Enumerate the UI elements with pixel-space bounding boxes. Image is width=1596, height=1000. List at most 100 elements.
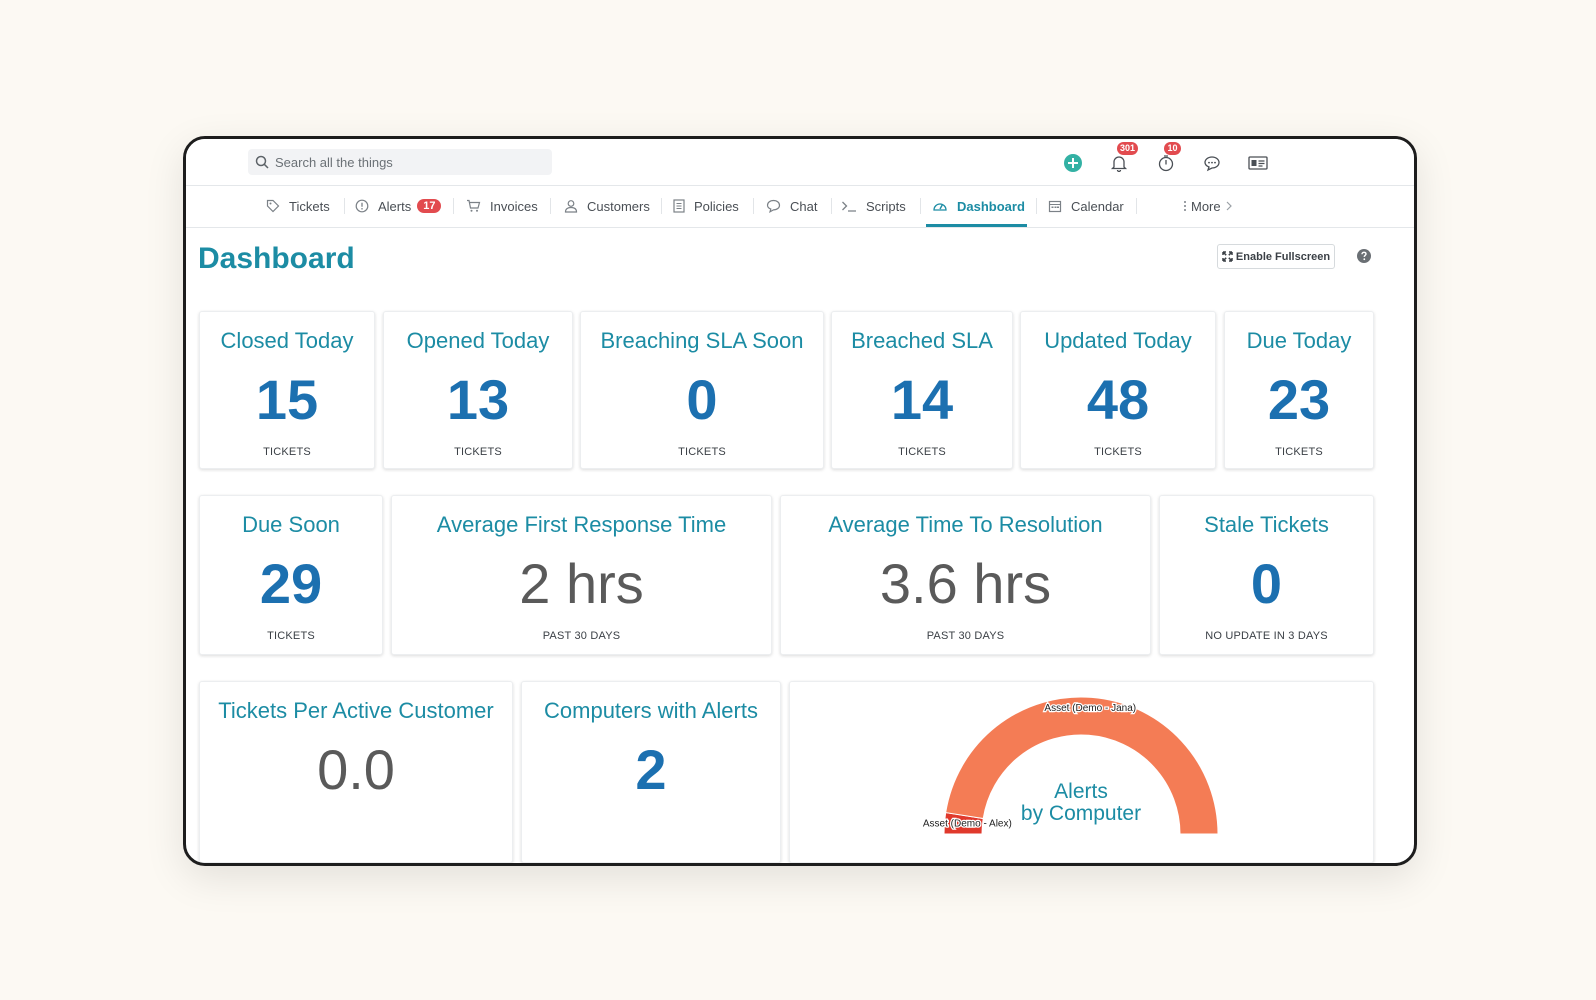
- search-input[interactable]: [273, 153, 547, 171]
- breached-sla-card[interactable]: Breached SLA 14 TICKETS: [831, 311, 1013, 469]
- active-tab-indicator: [926, 224, 1027, 227]
- nav-item-label: Dashboard: [957, 198, 1025, 214]
- stopwatch-icon: [1158, 155, 1174, 172]
- card-subtitle: TICKETS: [454, 446, 502, 458]
- card-title: Breaching SLA Soon: [600, 328, 804, 353]
- calendar-icon: [1048, 199, 1062, 213]
- terminal-icon: [841, 199, 857, 213]
- chart-slice[interactable]: [945, 696, 1219, 835]
- enable-fullscreen-button[interactable]: Enable Fullscreen: [1217, 244, 1335, 269]
- card-title: Due Soon: [242, 512, 340, 537]
- nav-item-calendar[interactable]: Calendar: [1048, 186, 1124, 226]
- card-title: Due Today: [1246, 328, 1352, 353]
- due-soon-card[interactable]: Due Soon 29 TICKETS: [199, 495, 383, 655]
- tag-icon: [266, 199, 280, 213]
- notifications-button[interactable]: 301: [1107, 142, 1139, 175]
- card-title: Tickets Per Active Customer: [218, 698, 494, 723]
- nav-item-customers[interactable]: Customers: [564, 186, 650, 226]
- nav-item-label: Chat: [790, 198, 818, 214]
- card-title: Average First Response Time: [436, 512, 727, 537]
- card-subtitle: TICKETS: [267, 630, 315, 642]
- alert-circle-icon: [355, 199, 369, 213]
- card-subtitle: PAST 30 DAYS: [542, 630, 621, 642]
- card-subtitle: TICKETS: [678, 446, 726, 458]
- chat-bubble-icon: [1204, 156, 1220, 172]
- search-box[interactable]: [248, 149, 552, 175]
- card-value: 13: [446, 368, 510, 431]
- chat-button[interactable]: [1200, 151, 1224, 175]
- nav-divider: [920, 198, 921, 214]
- nav-divider: [753, 198, 754, 214]
- tickets-per-active-customer-card[interactable]: Tickets Per Active Customer 0.0: [199, 681, 513, 863]
- nav-item-tickets[interactable]: Tickets: [266, 186, 330, 226]
- top-bar: 301 10: [186, 139, 1414, 186]
- card-value: 2: [635, 738, 667, 801]
- expand-icon: [1222, 251, 1233, 262]
- stale-tickets-card[interactable]: Stale Tickets 0 NO UPDATE IN 3 DAYS: [1159, 495, 1374, 655]
- card-value: 48: [1086, 368, 1150, 431]
- card-value: 23: [1267, 368, 1331, 431]
- nav-item-dashboard[interactable]: Dashboard: [932, 186, 1025, 226]
- more-label: More: [1191, 198, 1221, 214]
- nav-divider: [831, 198, 832, 214]
- nav-divider: [453, 198, 454, 214]
- help-button[interactable]: [1357, 249, 1371, 268]
- vertical-dots-icon: [1183, 200, 1187, 212]
- card-title: Opened Today: [406, 328, 550, 353]
- closed-today-card[interactable]: Closed Today 15 TICKETS: [199, 311, 375, 469]
- computers-with-alerts-card[interactable]: Computers with Alerts 2: [521, 681, 781, 863]
- avg-time-to-resolution-card[interactable]: Average Time To Resolution 3.6 hrs PAST …: [780, 495, 1151, 655]
- due-today-card[interactable]: Due Today 23 TICKETS: [1224, 311, 1374, 469]
- nav-item-label: Customers: [587, 198, 650, 214]
- nav-item-label: Invoices: [490, 198, 538, 214]
- nav-item-policies[interactable]: Policies: [673, 186, 739, 226]
- card-subtitle: TICKETS: [1275, 446, 1323, 458]
- search-icon: [255, 155, 269, 169]
- nav-item-alerts[interactable]: Alerts 17: [355, 186, 442, 226]
- nav-item-scripts[interactable]: Scripts: [841, 186, 906, 226]
- card-value: 0.0: [317, 738, 395, 801]
- avg-first-response-card[interactable]: Average First Response Time 2 hrs PAST 3…: [391, 495, 772, 655]
- card-subtitle: TICKETS: [1094, 446, 1142, 458]
- card-subtitle: NO UPDATE IN 3 DAYS: [1205, 630, 1328, 642]
- nav-divider: [344, 198, 345, 214]
- nav-item-chat[interactable]: Chat: [766, 186, 817, 226]
- nav-item-label: Calendar: [1071, 198, 1124, 214]
- nav-item-label: Policies: [694, 198, 739, 214]
- nav-item-invoices[interactable]: Invoices: [466, 186, 538, 226]
- plus-circle-icon: [1064, 154, 1082, 172]
- profile-card-button[interactable]: [1246, 151, 1270, 175]
- document-icon: [673, 199, 685, 213]
- alerts-count-badge: 17: [417, 199, 442, 213]
- chart-slice-label: Asset (Demo - Jana): [1044, 703, 1136, 714]
- id-card-icon: [1248, 156, 1268, 170]
- card-subtitle: TICKETS: [898, 446, 946, 458]
- notification-count-badge: 301: [1117, 142, 1139, 155]
- nav-item-label: Tickets: [289, 198, 330, 214]
- opened-today-card[interactable]: Opened Today 13 TICKETS: [383, 311, 573, 469]
- timer-button[interactable]: 10: [1154, 142, 1181, 175]
- card-value: 0: [686, 368, 718, 431]
- card-title: Average Time To Resolution: [828, 512, 1103, 537]
- fullscreen-label: Enable Fullscreen: [1235, 250, 1331, 263]
- card-value: 0: [1250, 552, 1283, 615]
- chart-title: by Computer: [1021, 802, 1141, 825]
- alerts-by-computer-chart: Asset (Demo - Alex) Asset (Demo - Jana) Al…: [922, 696, 1219, 835]
- bell-icon: [1110, 156, 1128, 172]
- card-title: Closed Today: [220, 328, 354, 353]
- app-window: 301 10: [183, 136, 1417, 866]
- card-title: Breached SLA: [851, 328, 993, 353]
- nav-item-label: Alerts: [378, 198, 412, 214]
- alerts-by-computer-chart-card[interactable]: Asset (Demo - Alex) Asset (Demo - Jana) Al…: [789, 681, 1374, 863]
- main-nav: Tickets Alerts 17 Invoices Customers: [186, 186, 1414, 228]
- card-value: 3.6 hrs: [879, 552, 1052, 615]
- question-circle-icon: [1357, 249, 1371, 263]
- nav-more-menu[interactable]: More: [1183, 186, 1232, 226]
- updated-today-card[interactable]: Updated Today 48 TICKETS: [1020, 311, 1216, 469]
- add-new-button[interactable]: [1061, 151, 1085, 175]
- breaching-sla-soon-card[interactable]: Breaching SLA Soon 0 TICKETS: [580, 311, 824, 469]
- user-icon: [564, 199, 578, 213]
- chart-title: Alerts: [1054, 780, 1108, 803]
- page-title: Dashboard: [198, 242, 355, 275]
- card-value: 29: [259, 552, 323, 615]
